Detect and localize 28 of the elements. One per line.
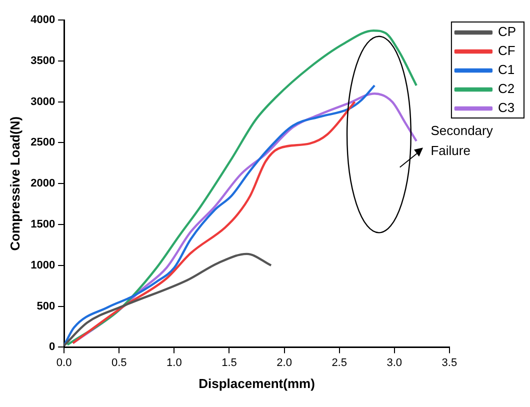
x-tick-label: 3.5 [442,356,458,369]
y-tick-label: 4000 [30,14,56,26]
line-series [72,100,356,344]
y-tick-label: 1500 [30,218,56,231]
x-tick-label: 0.0 [56,356,72,369]
x-tick-label: 3.0 [386,356,402,369]
y-tick-label: 500 [36,300,56,312]
legend-label: C3 [498,100,515,116]
y-tick-label: 1000 [30,259,56,272]
legend-label: C2 [498,81,515,96]
annotation: Secondary Failure [430,122,494,160]
y-tick-label: 2500 [30,136,56,149]
x-tick-label: 1.5 [222,356,237,369]
y-tick-label: 3500 [30,54,56,67]
y-tick-label: 0 [48,341,56,354]
legend-label: CF [498,43,516,58]
x-tick-label: 1.0 [166,356,182,369]
y-tick-label: 3000 [30,96,56,108]
y-tick-label: 2000 [30,178,56,190]
line-series [66,30,418,346]
legend-label: C1 [498,62,515,78]
y-axis-title: Compressive Load(N) [7,116,22,251]
x-tick-label: 0.5 [111,356,127,369]
x-tick-label: 2.0 [276,356,292,369]
x-axis-title: Displacement(mm) [198,376,315,391]
legend-label: CP [498,24,516,40]
line-series [64,252,272,347]
x-tick-label: 2.5 [332,356,347,369]
